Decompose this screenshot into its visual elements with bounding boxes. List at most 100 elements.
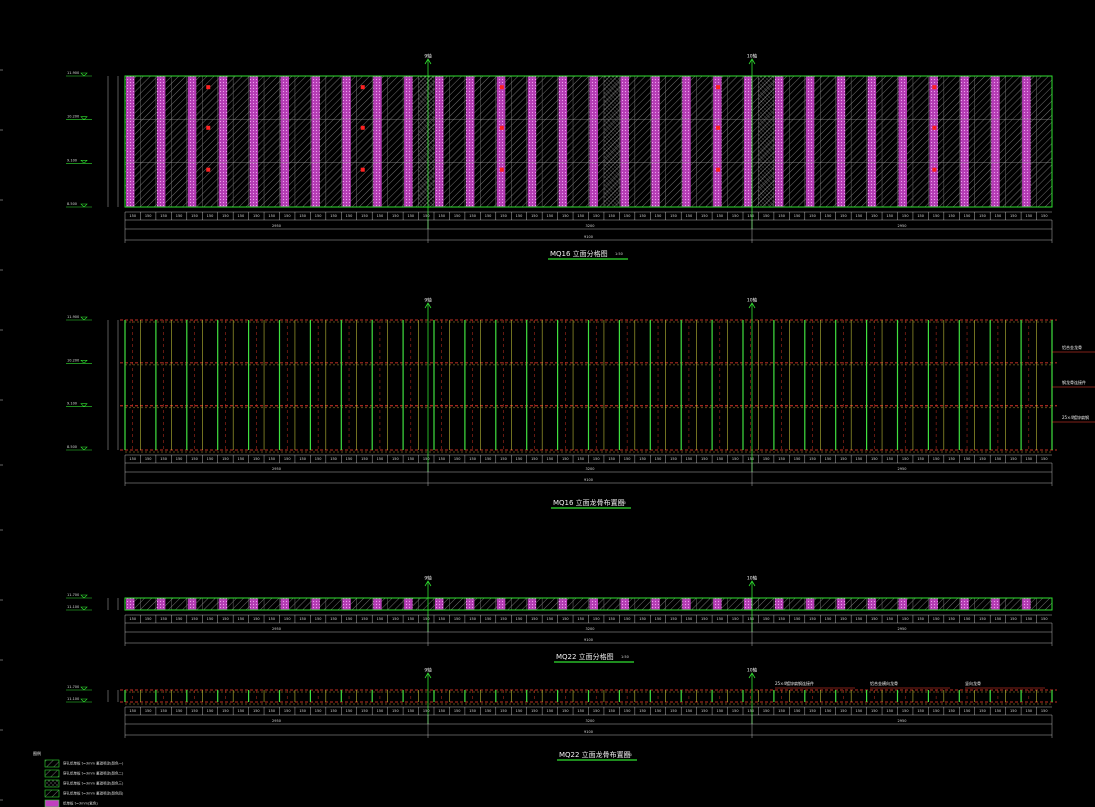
purple-panel — [805, 598, 815, 610]
level-label: 11.100 — [67, 697, 79, 701]
cell-dim: 150 — [732, 457, 739, 461]
cell-dim: 150 — [747, 457, 754, 461]
span-dim: 2950 — [898, 467, 907, 471]
axis-arrow — [424, 672, 432, 679]
cell-dim: 150 — [716, 709, 723, 713]
cell-dim: 150 — [145, 617, 152, 621]
cell-dim: 150 — [191, 617, 198, 621]
cell-dim: 150 — [964, 617, 971, 621]
cell-dim: 150 — [670, 214, 677, 218]
cell-dim: 150 — [516, 709, 523, 713]
cell-dim: 150 — [639, 214, 646, 218]
cell-dim: 150 — [469, 214, 476, 218]
cell-dim: 150 — [1041, 457, 1048, 461]
level-mark — [66, 686, 92, 691]
cell-dim: 150 — [207, 457, 214, 461]
cell-dim: 150 — [253, 214, 260, 218]
cell-dim: 150 — [407, 214, 414, 218]
total-dim: 9100 — [584, 638, 593, 642]
cell-dim: 150 — [284, 214, 291, 218]
cell-dim: 150 — [902, 214, 909, 218]
cell-dim: 150 — [701, 457, 708, 461]
cell-dim: 150 — [547, 709, 554, 713]
cell-dim: 150 — [639, 709, 646, 713]
purple-panel — [156, 76, 166, 207]
purple-panel — [435, 76, 444, 207]
red-marker — [716, 125, 721, 130]
purple-panel — [311, 76, 320, 207]
cell-dim: 150 — [995, 214, 1002, 218]
cell-dim: 150 — [361, 709, 368, 713]
cell-dim: 150 — [886, 457, 893, 461]
cell-dim: 150 — [794, 457, 801, 461]
cell-dim: 150 — [763, 457, 770, 461]
cell-dim: 150 — [485, 457, 492, 461]
cell-dim: 150 — [1041, 709, 1048, 713]
cell-dim: 150 — [1025, 709, 1032, 713]
cell-dim: 150 — [902, 709, 909, 713]
purple-panel — [682, 598, 691, 610]
cell-dim: 150 — [948, 709, 955, 713]
callout-note: 铝合金龙骨 — [1062, 344, 1082, 350]
cell-dim: 150 — [176, 214, 183, 218]
purple-panel — [465, 598, 475, 610]
cell-dim: 150 — [346, 214, 353, 218]
drawing-scale: 1:50 — [618, 501, 626, 505]
cell-dim: 150 — [1041, 617, 1048, 621]
cell-dim: 150 — [330, 457, 337, 461]
level-label: 10.200 — [67, 358, 79, 362]
cell-dim: 150 — [253, 617, 260, 621]
cell-dim: 150 — [315, 617, 322, 621]
cell-dim: 150 — [624, 709, 631, 713]
cell-dim: 150 — [577, 457, 584, 461]
legend-swatch — [44, 789, 60, 798]
cell-dim: 150 — [392, 457, 399, 461]
purple-panel — [960, 76, 969, 207]
cell-dim: 150 — [516, 214, 523, 218]
cell-dim: 150 — [176, 457, 183, 461]
axis-arrow — [748, 672, 756, 679]
cell-dim: 150 — [933, 214, 940, 218]
level-mark — [66, 116, 92, 121]
cell-dim: 150 — [871, 709, 878, 713]
drawing-title: MQ16 立面分格图 — [550, 249, 608, 258]
cell-dim: 150 — [160, 457, 167, 461]
cell-dim: 150 — [670, 709, 677, 713]
cell-dim: 150 — [454, 214, 461, 218]
cell-dim: 150 — [624, 214, 631, 218]
legend-item: 穿孔铝单板 t=3mm 氟碳喷涂(颜色三) — [63, 781, 124, 786]
cell-dim: 150 — [253, 457, 260, 461]
axis-arrow — [748, 58, 756, 65]
axis-label: 10轴 — [747, 53, 758, 60]
cell-dim: 150 — [500, 617, 507, 621]
cell-dim: 150 — [593, 617, 600, 621]
cell-dim: 150 — [686, 617, 693, 621]
cell-dim: 150 — [763, 214, 770, 218]
level-label: 8.500 — [67, 445, 77, 449]
cell-dim: 150 — [485, 617, 492, 621]
cell-dim: 150 — [624, 617, 631, 621]
cell-dim: 150 — [562, 709, 569, 713]
cell-dim: 150 — [840, 457, 847, 461]
cell-dim: 150 — [716, 457, 723, 461]
cell-dim: 150 — [531, 214, 538, 218]
purple-panel — [126, 598, 135, 610]
cell-dim: 150 — [531, 457, 538, 461]
callout-note: 25×4镀锌扁钢连接件 — [775, 680, 814, 686]
cell-dim: 150 — [979, 457, 986, 461]
cell-dim: 150 — [207, 709, 214, 713]
cell-dim: 150 — [794, 709, 801, 713]
cell-dim: 150 — [268, 709, 275, 713]
cell-dim: 150 — [670, 457, 677, 461]
cell-dim: 150 — [995, 457, 1002, 461]
cell-dim: 150 — [253, 709, 260, 713]
cell-dim: 150 — [686, 214, 693, 218]
cell-dim: 150 — [886, 617, 893, 621]
cell-dim: 150 — [716, 214, 723, 218]
cell-dim: 150 — [593, 709, 600, 713]
cell-dim: 150 — [778, 709, 785, 713]
cell-dim: 150 — [207, 214, 214, 218]
cell-dim: 150 — [825, 709, 832, 713]
level-mark — [66, 203, 92, 208]
